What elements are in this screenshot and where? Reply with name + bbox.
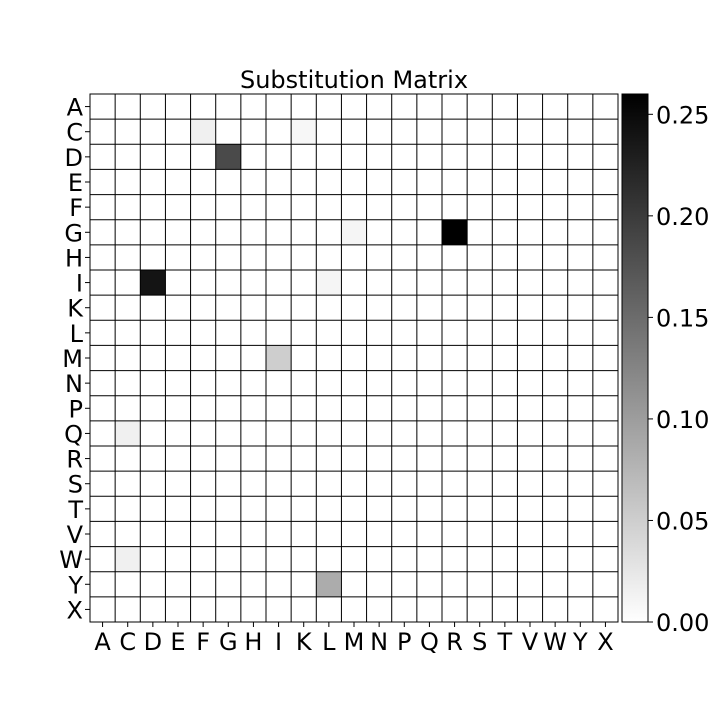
x-tick-label: F	[196, 628, 210, 656]
y-tick-label: I	[76, 270, 83, 298]
colorbar-ticks: 0.00 0.05 0.10 0.15 0.20 0.25	[648, 101, 709, 637]
x-tick-label: C	[119, 628, 136, 656]
y-tick-label: E	[68, 169, 83, 197]
colorbar-tick-label: 0.10	[656, 406, 709, 434]
heatmap-cell	[316, 270, 342, 296]
y-tick-label: X	[67, 596, 83, 624]
colorbar-gradient	[621, 93, 649, 623]
y-tick-label: P	[69, 395, 83, 423]
heatmap-cell	[341, 219, 367, 245]
x-tick-label: Y	[572, 628, 588, 656]
heatmap-cell	[316, 571, 342, 597]
y-tick-label: A	[67, 94, 84, 122]
y-tick-label: G	[64, 219, 83, 247]
plot-background	[90, 94, 618, 622]
x-tick-label: X	[597, 628, 613, 656]
y-tick-label: C	[66, 119, 83, 147]
y-tick-label: W	[59, 546, 83, 574]
x-tick-label: R	[446, 628, 463, 656]
colorbar: 0.00 0.05 0.10 0.15 0.20 0.25	[621, 93, 709, 637]
heatmap-cells	[115, 119, 468, 597]
x-tick-label: H	[244, 628, 262, 656]
x-tick-label: E	[170, 628, 185, 656]
heatmap-cell	[190, 119, 216, 145]
y-tick-label: D	[65, 144, 83, 172]
heatmap-cell	[215, 144, 241, 170]
x-tick-label: S	[472, 628, 487, 656]
x-tick-label: M	[344, 628, 365, 656]
colorbar-tick-label: 0.25	[656, 101, 709, 129]
y-tick-label: Y	[67, 571, 83, 599]
colorbar-tick-label: 0.00	[656, 609, 709, 637]
y-tick-label: M	[62, 345, 83, 373]
heatmap	[89, 93, 619, 623]
heatmap-cell	[266, 345, 292, 371]
heatmap-cell	[115, 546, 141, 572]
x-tick-label: T	[497, 628, 513, 656]
colorbar-tick-label: 0.15	[656, 304, 709, 332]
y-tick-label: H	[65, 244, 83, 272]
y-tick-label: N	[65, 370, 83, 398]
y-tick-label: K	[67, 295, 84, 323]
chart-title: Substitution Matrix	[240, 66, 468, 94]
y-tick-label: V	[67, 521, 84, 549]
y-tick-label: R	[66, 446, 83, 474]
heatmap-cell	[291, 119, 317, 145]
x-tick-label: G	[219, 628, 238, 656]
x-tick-label: I	[275, 628, 282, 656]
heatmap-cell	[442, 219, 468, 245]
x-tick-label: V	[522, 628, 539, 656]
x-tick-label: Q	[420, 628, 439, 656]
y-tick-label: L	[70, 320, 84, 348]
x-tick-label: W	[543, 628, 567, 656]
heatmap-cell	[140, 270, 166, 296]
y-tick-label: S	[68, 471, 83, 499]
x-tick-label: L	[322, 628, 336, 656]
grid-lines	[89, 93, 619, 623]
colorbar-tick-label: 0.20	[656, 203, 709, 231]
x-tick-label: K	[296, 628, 313, 656]
y-tick-label: T	[67, 496, 83, 524]
y-tick-label: F	[69, 194, 83, 222]
x-tick-label: D	[144, 628, 162, 656]
x-tick-label: N	[370, 628, 388, 656]
y-tick-label: Q	[64, 420, 83, 448]
x-tick-label: A	[94, 628, 111, 656]
heatmap-cell	[115, 420, 141, 446]
x-tick-label: P	[397, 628, 411, 656]
colorbar-tick-label: 0.05	[656, 507, 709, 535]
